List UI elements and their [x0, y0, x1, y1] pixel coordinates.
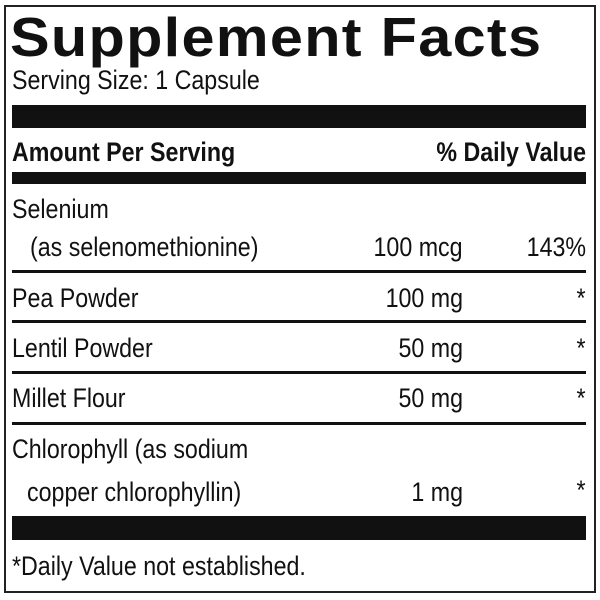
nutrient-name: Chlorophyll (as sodium — [12, 434, 249, 464]
row-divider — [12, 371, 586, 374]
nutrient-dv: 143% — [526, 232, 586, 262]
nutrient-name: Selenium — [12, 194, 109, 224]
serving-size: Serving Size: 1 Capsule — [12, 65, 260, 95]
nutrient-dv: * — [576, 333, 586, 363]
nutrient-name: Lentil Powder — [12, 333, 153, 363]
medium-divider — [12, 172, 586, 184]
supplement-facts-panel — [4, 5, 596, 593]
nutrient-amount: 50 mg — [398, 333, 463, 363]
nutrient-name-detail: copper chlorophyllin) — [27, 477, 242, 507]
nutrient-name: Millet Flour — [12, 383, 126, 413]
row-divider — [12, 422, 586, 425]
thick-divider — [12, 105, 586, 128]
nutrient-amount: 1 mg — [411, 477, 463, 507]
amount-per-serving-header: Amount Per Serving — [12, 137, 236, 167]
nutrient-name-detail: (as selenomethionine) — [30, 232, 259, 262]
row-divider — [12, 270, 586, 273]
nutrient-amount: 50 mg — [398, 383, 463, 413]
daily-value-header: % Daily Value — [436, 137, 586, 167]
panel-title: Supplement Facts — [10, 6, 543, 68]
nutrient-dv: * — [576, 283, 586, 313]
footnote: *Daily Value not established. — [12, 551, 306, 581]
nutrient-amount: 100 mcg — [373, 232, 463, 262]
nutrient-name: Pea Powder — [12, 283, 139, 313]
thick-divider — [12, 516, 586, 540]
row-divider — [12, 320, 586, 323]
nutrient-amount: 100 mg — [385, 283, 463, 313]
nutrient-dv: * — [576, 383, 586, 413]
nutrient-dv: * — [576, 475, 586, 505]
